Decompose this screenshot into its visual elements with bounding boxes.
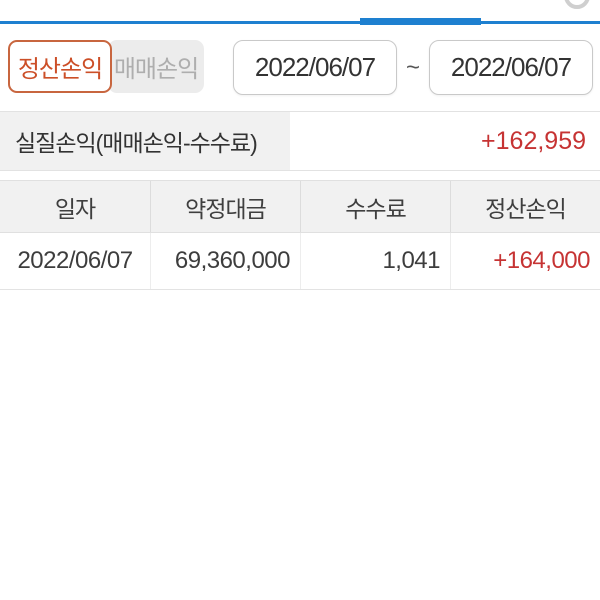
net-profit-summary-row: 실질손익(매매손익-수수료) +162,959: [0, 111, 600, 171]
net-profit-label: 실질손익(매매손익-수수료): [0, 112, 290, 170]
cell-fee: 1,041: [300, 233, 450, 289]
tab-indicator-track: [0, 21, 600, 24]
net-profit-value: +162,959: [481, 126, 586, 155]
pnl-type-tab-group: 정산손익 매매손익: [8, 40, 204, 93]
header-fee: 수수료: [300, 181, 450, 232]
start-date-value: 2022/06/07: [254, 52, 376, 82]
cell-settlement-pnl: +164,000: [450, 233, 600, 289]
tab-trading-pnl-label: 매매손익: [113, 56, 199, 83]
end-date-value: 2022/06/07: [450, 52, 572, 82]
cell-contract-amount: 69,360,000: [150, 233, 300, 289]
table-row[interactable]: 2022/06/07 69,360,000 1,041 +164,000: [0, 233, 600, 290]
tab-settlement-pnl[interactable]: 정산손익: [8, 40, 112, 93]
circle-arc-icon: [564, 0, 590, 9]
header-settlement-pnl: 정산손익: [450, 181, 600, 232]
date-range-separator: ~: [405, 53, 420, 81]
tab-trading-pnl[interactable]: 매매손익: [108, 40, 204, 93]
end-date-input[interactable]: 2022/06/07: [429, 40, 593, 95]
table-header-row: 일자 약정대금 수수료 정산손익: [0, 180, 600, 233]
active-tab-indicator: [360, 18, 481, 25]
header-contract-amount: 약정대금: [150, 181, 300, 232]
settlement-table: 일자 약정대금 수수료 정산손익 2022/06/07 69,360,000 1…: [0, 180, 600, 290]
cell-date: 2022/06/07: [17, 247, 133, 274]
start-date-input[interactable]: 2022/06/07: [233, 40, 397, 95]
filter-controls: 정산손익 매매손익 2022/06/07 ~ 2022/06/07: [0, 40, 600, 95]
header-date: 일자: [54, 195, 96, 222]
tab-settlement-pnl-label: 정산손익: [17, 56, 103, 83]
